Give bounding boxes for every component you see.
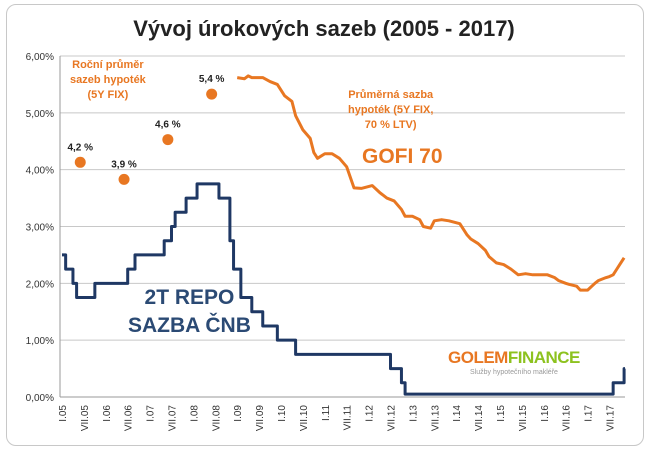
gofi-label-line: Průměrná sazba — [348, 89, 434, 101]
chart-title: Vývoj úrokových sazeb (2005 - 2017) — [133, 16, 515, 41]
x-tick-label: I.09 — [233, 405, 244, 422]
logo-part2: FINANCE — [507, 348, 581, 367]
x-tick-label: I.12 — [365, 405, 376, 422]
x-tick-label: I.13 — [408, 405, 419, 422]
x-tick-label: I.08 — [189, 405, 200, 422]
x-tick-label: VII.16 — [562, 405, 573, 432]
x-tick-label: VII.08 — [211, 405, 222, 432]
y-tick-label: 4,00% — [26, 166, 54, 177]
gofi-annotation: Průměrná sazba hypoték (5Y FIX, 70 % LTV… — [348, 88, 433, 133]
logo-tagline: Služby hypotečního makléře — [469, 369, 558, 376]
logo-part1: GOLEM — [448, 348, 508, 367]
gofi-name: GOFI 70 — [362, 145, 443, 168]
dots-label-line: (5Y FIX) — [87, 89, 129, 101]
x-tick-label: I.17 — [584, 405, 595, 422]
x-tick-label: I.05 — [58, 405, 69, 422]
x-tick-label: I.15 — [496, 405, 507, 422]
repo-label-line: SAZBA ČNB — [128, 314, 251, 337]
chart-frame — [6, 4, 644, 446]
golem-finance-logo: GOLEMFINANCE Služby hypotečního makléře — [448, 348, 580, 376]
dot-data-label: 5,4 % — [199, 74, 225, 85]
repo-rate-line — [62, 182, 626, 396]
annual-average-dot — [162, 134, 174, 146]
gofi70-line — [236, 74, 626, 292]
y-tick-label: 2,00% — [26, 279, 54, 290]
dots-annotation: Roční průměr sazeb hypoték (5Y FIX) — [70, 58, 146, 103]
dot-data-label: 4,2 % — [67, 142, 93, 153]
annual-average-dot — [118, 173, 130, 185]
repo-annotation: 2T REPO SAZBA ČNB — [128, 284, 251, 340]
y-tick-label: 3,00% — [26, 223, 54, 234]
x-tick-label: I.11 — [321, 405, 332, 421]
x-tick-label: I.10 — [277, 405, 288, 422]
gofi-label-line: hypoték (5Y FIX, — [348, 104, 434, 116]
x-tick-label: VII.11 — [343, 405, 354, 431]
y-tick-label: 0,00% — [26, 393, 54, 404]
dot-data-label: 4,6 % — [155, 120, 181, 131]
x-tick-label: VII.10 — [299, 405, 310, 432]
dots-label-line: Roční průměr — [72, 59, 144, 71]
x-tick-label: VII.17 — [606, 405, 617, 432]
repo-label-line: 2T REPO — [144, 286, 235, 309]
y-tick-label: 5,00% — [26, 109, 54, 120]
annual-average-dot — [74, 156, 86, 168]
x-tick-label: VII.14 — [474, 405, 485, 432]
y-tick-label: 6,00% — [26, 52, 54, 63]
x-tick-label: VII.09 — [255, 405, 266, 432]
dots-label-line: sazeb hypoték — [70, 74, 146, 86]
x-tick-label: VII.12 — [387, 405, 398, 432]
x-tick-label: VII.07 — [168, 405, 179, 432]
x-tick-label: VII.13 — [430, 405, 441, 432]
y-tick-label: 1,00% — [26, 336, 54, 347]
annual-average-dot — [206, 88, 218, 100]
x-tick-label: I.06 — [102, 405, 113, 422]
x-tick-label: I.14 — [452, 405, 463, 422]
x-tick-label: VII.15 — [518, 405, 529, 432]
gofi-label-line: 70 % LTV) — [364, 119, 417, 131]
x-tick-label: VII.06 — [124, 405, 135, 432]
x-tick-label: VII.05 — [80, 405, 91, 432]
x-tick-label: I.16 — [540, 405, 551, 422]
x-tick-label: I.07 — [146, 405, 157, 422]
dot-data-label: 3,9 % — [111, 159, 137, 170]
